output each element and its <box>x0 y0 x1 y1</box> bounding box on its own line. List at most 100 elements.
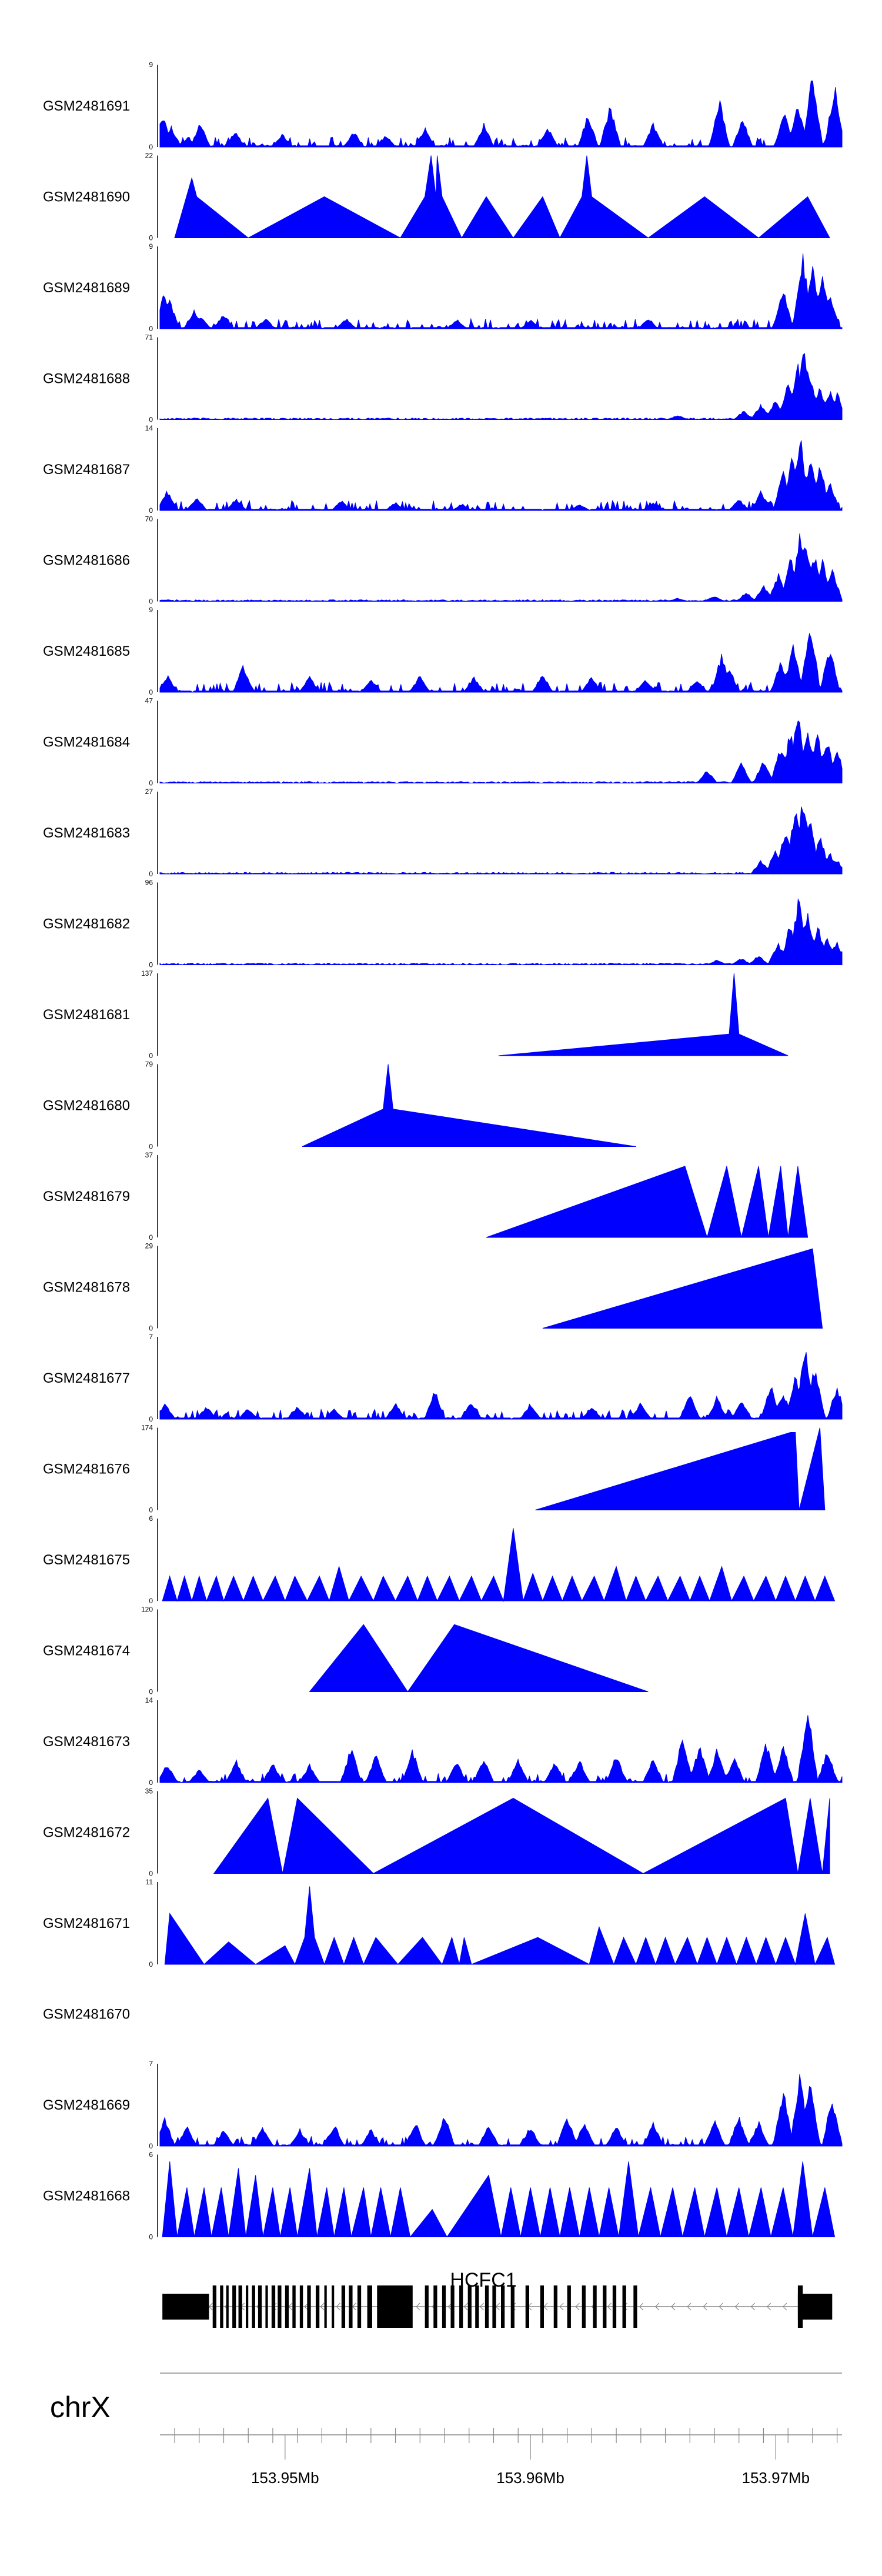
track-label: GSM2481668 <box>43 2188 130 2204</box>
track-label: GSM2481673 <box>43 1734 130 1750</box>
track-label: GSM2481682 <box>43 916 130 932</box>
track-label: GSM2481675 <box>43 1552 130 1568</box>
y-tick-label: 0 <box>149 1506 153 1514</box>
y-tick-label: 0 <box>149 1870 153 1878</box>
track-label: GSM2481685 <box>43 643 130 659</box>
gene-utr-block <box>797 2294 833 2320</box>
track-label: GSM2481672 <box>43 1825 130 1841</box>
y-tick-label: 27 <box>145 788 153 796</box>
y-tick-label: 11 <box>146 1878 153 1886</box>
gene-exon <box>442 2285 446 2328</box>
gene-exon <box>265 2285 268 2328</box>
y-tick-label: 79 <box>145 1060 153 1069</box>
gene-exon <box>315 2285 320 2328</box>
track-label: GSM2481690 <box>43 189 130 205</box>
track-label: GSM2481677 <box>43 1370 130 1386</box>
strand-arrow <box>336 2303 340 2311</box>
strand-arrow <box>495 2303 500 2311</box>
gene-exon <box>377 2285 413 2328</box>
gene-exon <box>212 2285 216 2328</box>
strand-arrow <box>352 2303 356 2311</box>
gene-exon <box>425 2285 429 2328</box>
y-tick-label: 0 <box>149 1052 153 1060</box>
coverage-area <box>302 1064 636 1147</box>
gene-exon <box>292 2285 296 2328</box>
gene-exon <box>603 2285 607 2328</box>
track-label: GSM2481684 <box>43 735 130 750</box>
track-label: GSM2481691 <box>43 98 130 114</box>
gene-exon <box>459 2285 463 2328</box>
y-tick-label: 120 <box>141 1606 153 1614</box>
y-tick-label: 35 <box>145 1787 153 1796</box>
coverage-area <box>159 533 843 602</box>
y-tick-label: 0 <box>149 143 153 151</box>
strand-arrow <box>447 2303 452 2311</box>
strand-arrow <box>655 2303 660 2311</box>
track-label: GSM2481688 <box>43 371 130 387</box>
gene-exon <box>220 2285 223 2328</box>
gene-exon <box>467 2285 472 2328</box>
coverage-area <box>174 155 830 239</box>
track-label: GSM2481674 <box>43 1643 130 1659</box>
y-tick-label: 0 <box>149 961 153 969</box>
gene-exon <box>612 2285 617 2328</box>
coverage-area <box>535 1427 826 1510</box>
gene-exon <box>271 2285 276 2328</box>
coverage-area <box>159 1715 843 1784</box>
y-tick-label: 0 <box>149 1233 153 1242</box>
y-tick-label: 0 <box>149 2233 153 2241</box>
genome-axis-label: 153.97Mb <box>742 2469 810 2487</box>
track-label: GSM2481678 <box>43 1280 130 1296</box>
strand-arrow <box>703 2303 707 2311</box>
y-tick-label: 37 <box>145 1151 153 1159</box>
coverage-area <box>309 1624 649 1693</box>
coverage-area <box>162 2161 836 2238</box>
track-label: GSM2481679 <box>43 1189 130 1204</box>
y-tick-label: 7 <box>149 1333 153 1341</box>
coverage-area <box>159 253 843 330</box>
gene-exon <box>258 2285 262 2328</box>
coverage-area <box>159 806 843 875</box>
strand-arrow <box>783 2303 787 2311</box>
gene-exon <box>567 2285 571 2328</box>
gene-exon <box>433 2285 437 2328</box>
gene-exon <box>324 2285 327 2328</box>
y-tick-label: 9 <box>149 242 153 251</box>
gene-exon <box>622 2285 626 2328</box>
strand-arrow <box>463 2303 468 2311</box>
y-tick-label: 174 <box>141 1424 153 1432</box>
coverage-area <box>159 632 843 693</box>
track-label: GSM2481681 <box>43 1007 130 1023</box>
gene-exon <box>341 2285 346 2328</box>
coverage-area <box>498 973 789 1056</box>
genome-axis-label: 153.96Mb <box>496 2469 564 2487</box>
y-tick-label: 6 <box>149 1514 153 1523</box>
strand-arrow <box>687 2303 691 2311</box>
y-tick-label: 0 <box>149 688 153 696</box>
y-tick-label: 0 <box>149 234 153 242</box>
track-label: GSM2481686 <box>43 553 130 569</box>
y-tick-label: 0 <box>149 870 153 878</box>
strand-arrow <box>416 2303 420 2311</box>
y-tick-label: 0 <box>149 598 153 606</box>
y-tick-label: 0 <box>149 1597 153 1605</box>
track-label: GSM2481687 <box>43 462 130 478</box>
y-tick-label: 0 <box>149 416 153 424</box>
gene-exon <box>485 2285 489 2328</box>
coverage-area <box>159 2074 843 2147</box>
strand-arrow <box>479 2303 484 2311</box>
strand-arrow <box>320 2303 325 2311</box>
gene-exon <box>246 2285 249 2328</box>
y-tick-label: 47 <box>145 697 153 705</box>
strand-arrow <box>671 2303 676 2311</box>
gene-exon <box>492 2285 496 2328</box>
gene-exon <box>285 2285 289 2328</box>
y-tick-label: 7 <box>149 2060 153 2068</box>
coverage-area <box>159 81 843 148</box>
gene-exon <box>332 2285 335 2328</box>
track-label: GSM2481671 <box>43 1916 130 1931</box>
coverage-area <box>486 1166 808 1239</box>
chromosome-label: chrX <box>50 2391 111 2424</box>
gene-exon <box>299 2285 303 2328</box>
